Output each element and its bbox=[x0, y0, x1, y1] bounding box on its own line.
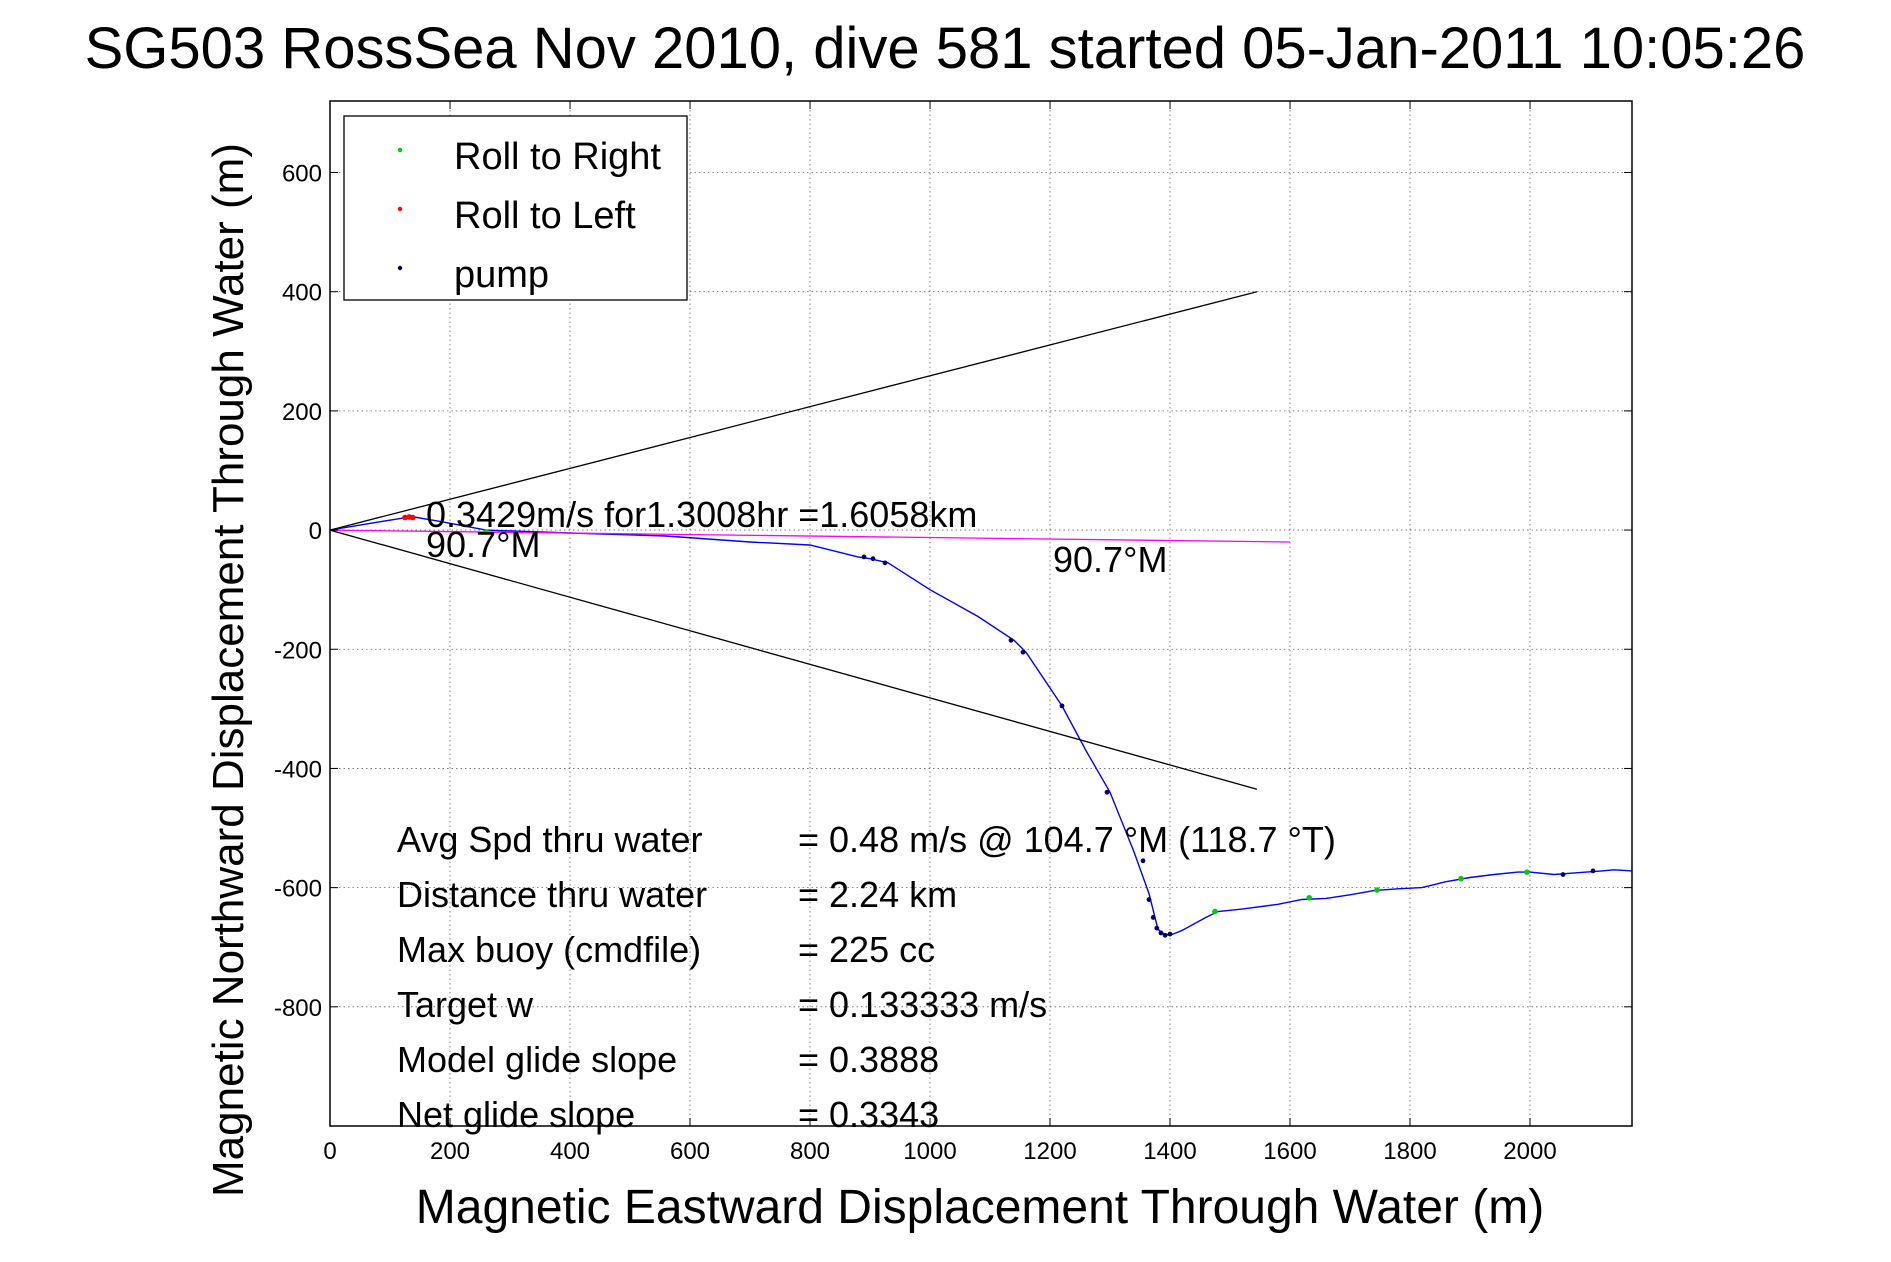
pump-point bbox=[1590, 868, 1596, 874]
legend: Roll to Right Roll to Left pump bbox=[343, 115, 688, 301]
roll-right-point bbox=[1212, 908, 1218, 915]
legend-label: Roll to Left bbox=[454, 195, 636, 237]
roll-right-point bbox=[1458, 875, 1464, 882]
pump-point bbox=[1059, 703, 1065, 709]
pump-point bbox=[861, 554, 867, 560]
pump-point bbox=[1162, 932, 1168, 938]
pump-point bbox=[1020, 649, 1026, 655]
stat-value: = 0.133333 m/s bbox=[798, 984, 1047, 1025]
x-tick-label: 1000 bbox=[903, 1138, 956, 1165]
stat-value: = 2.24 km bbox=[798, 874, 957, 915]
x-tick-label: 1400 bbox=[1143, 1138, 1196, 1165]
roll-left-point bbox=[402, 514, 408, 521]
y-tick-label: -400 bbox=[274, 756, 322, 783]
pump-point bbox=[1146, 897, 1152, 902]
pump-point bbox=[1008, 637, 1014, 643]
pump-point bbox=[1560, 872, 1566, 877]
y-tick-label: 400 bbox=[282, 280, 322, 307]
pump-point bbox=[1104, 789, 1110, 795]
stat-label: Model glide slope bbox=[397, 1039, 677, 1080]
stat-value: = 225 cc bbox=[798, 929, 935, 970]
series-line-upper-envelope bbox=[329, 291, 1258, 531]
stat-value: = 0.3343 bbox=[798, 1094, 939, 1135]
pump-point bbox=[1150, 915, 1156, 920]
series-line-depth-averaged-current bbox=[329, 529, 1291, 543]
markers-layer bbox=[402, 514, 1596, 938]
roll-right-point bbox=[1306, 894, 1312, 901]
legend-marker bbox=[397, 147, 403, 153]
y-tick-label: 200 bbox=[282, 399, 322, 426]
series-line-lower-envelope bbox=[329, 529, 1258, 790]
stat-label: Max buoy (cmdfile) bbox=[397, 929, 701, 970]
stat-value: = 0.3888 bbox=[798, 1039, 939, 1080]
stat-value: = 0.48 m/s @ 104.7 °M (118.7 °T) bbox=[798, 819, 1336, 860]
stat-label: Target w bbox=[397, 984, 534, 1025]
pump-point bbox=[1140, 858, 1146, 864]
stat-label: Distance thru water bbox=[397, 874, 707, 915]
y-tick-label: -600 bbox=[274, 876, 322, 903]
stat-label: Avg Spd thru water bbox=[397, 819, 703, 860]
x-tick-label: 1200 bbox=[1023, 1138, 1076, 1165]
x-tick-label: 1800 bbox=[1383, 1138, 1436, 1165]
x-tick-label: 0 bbox=[323, 1138, 336, 1165]
x-axis-label: Magnetic Eastward Displacement Through W… bbox=[416, 1181, 1544, 1234]
pump-point bbox=[1154, 925, 1160, 931]
roll-right-point bbox=[483, 529, 489, 535]
y-tick-label: -200 bbox=[274, 637, 322, 664]
y-tick-label: -800 bbox=[274, 995, 322, 1022]
x-tick-label: 600 bbox=[670, 1138, 710, 1165]
y-tick-label: 600 bbox=[282, 161, 322, 188]
stats-block: Avg Spd thru water = 0.48 m/s @ 104.7 °M … bbox=[397, 819, 1336, 1135]
legend-marker bbox=[397, 206, 403, 212]
plot-annotation: 0.3429m/s for1.3008hr =1.6058km bbox=[426, 494, 977, 535]
ticks: 0 200 400 600 800 1000 1200 1400 1600 1800 2000600… bbox=[274, 101, 1632, 1165]
x-tick-label: 400 bbox=[550, 1138, 590, 1165]
roll-right-point bbox=[1374, 887, 1380, 893]
legend-marker bbox=[397, 265, 403, 271]
y-axis-label: Magnetic Northward Displacement Through … bbox=[204, 143, 253, 1197]
plot-annotation: 90.7°M bbox=[426, 524, 540, 565]
y-tick-label: 0 bbox=[309, 518, 322, 545]
legend-label: pump bbox=[454, 254, 549, 296]
roll-right-point bbox=[1524, 869, 1530, 875]
legend-label: Roll to Right bbox=[454, 136, 661, 178]
pump-point bbox=[870, 556, 876, 562]
stat-label: Net glide slope bbox=[397, 1094, 635, 1135]
pump-point bbox=[1158, 930, 1164, 936]
x-tick-label: 2000 bbox=[1503, 1138, 1556, 1165]
roll-left-point bbox=[410, 514, 416, 521]
plot-annotation: 90.7°M bbox=[1053, 539, 1167, 580]
pump-point bbox=[882, 560, 888, 566]
x-tick-label: 800 bbox=[790, 1138, 830, 1165]
axes-frame bbox=[329, 100, 1633, 1127]
x-tick-label: 1600 bbox=[1263, 1138, 1316, 1165]
x-tick-label: 200 bbox=[430, 1138, 470, 1165]
chart-title: SG503 RossSea Nov 2010, dive 581 started… bbox=[85, 16, 1806, 81]
pump-point bbox=[1167, 931, 1173, 937]
